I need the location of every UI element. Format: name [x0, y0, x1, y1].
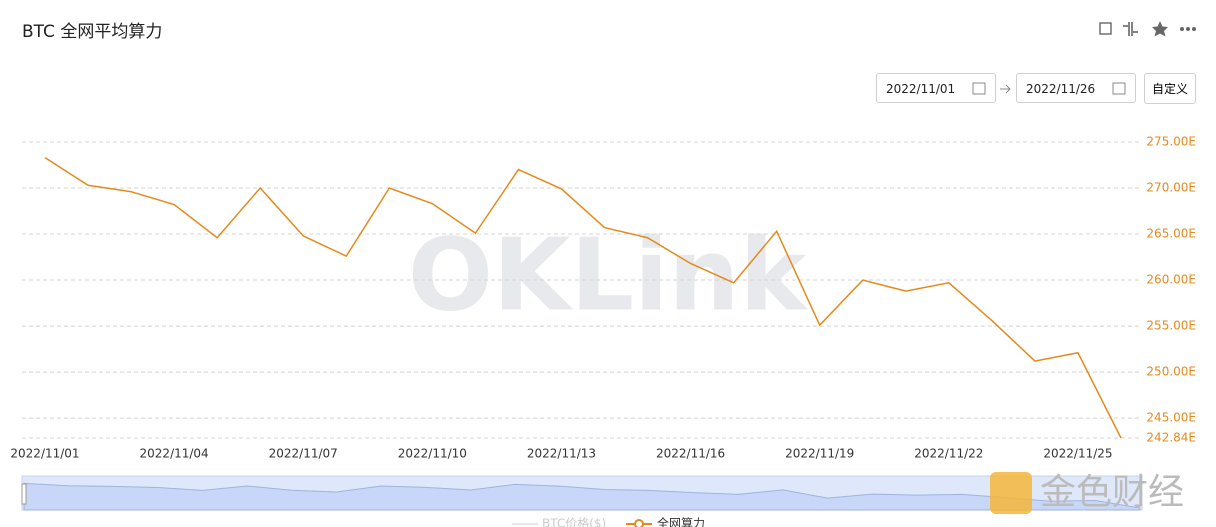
- x-tick-label: 2022/11/07: [269, 447, 338, 461]
- line-series: [44, 157, 1122, 439]
- x-tick-label: 2022/11/25: [1043, 447, 1112, 461]
- arrow-icon: [1000, 84, 1011, 94]
- start-date: 2022/11/01: [886, 82, 956, 96]
- end-date: 2022/11/26: [1026, 82, 1096, 96]
- star-icon[interactable]: [1152, 21, 1168, 37]
- watermark: OKLink: [408, 216, 809, 333]
- brand-name: 金色财经: [1040, 472, 1184, 513]
- share-icon[interactable]: [1099, 22, 1112, 35]
- legend-label[interactable]: 全网算力: [657, 516, 705, 527]
- calendar-icon: [1112, 82, 1126, 95]
- y-tick-label: 242.84E: [1146, 431, 1196, 445]
- y-tick-label: 260.00E: [1146, 273, 1196, 287]
- x-tick-label: 2022/11/13: [527, 447, 596, 461]
- brand-logo: [990, 472, 1032, 514]
- more-icon[interactable]: [1180, 27, 1196, 31]
- x-tick-label: 2022/11/19: [785, 447, 854, 461]
- y-tick-label: 250.00E: [1146, 365, 1196, 379]
- y-tick-label: 270.00E: [1146, 181, 1196, 195]
- y-tick-label: 245.00E: [1146, 411, 1196, 425]
- end-date-input[interactable]: 2022/11/26: [1016, 73, 1136, 103]
- y-tick-label: 275.00E: [1146, 135, 1196, 149]
- calendar-icon: [972, 82, 986, 95]
- custom-button[interactable]: 自定义: [1144, 73, 1196, 104]
- compare-icon[interactable]: [1123, 22, 1138, 36]
- x-tick-label: 2022/11/04: [140, 447, 209, 461]
- page-title: BTC 全网平均算力: [22, 22, 163, 42]
- x-tick-label: 2022/11/16: [656, 447, 725, 461]
- start-date-input[interactable]: 2022/11/01: [876, 73, 996, 103]
- x-tick-label: 2022/11/01: [10, 447, 79, 461]
- legend-marker: [634, 519, 644, 527]
- legend-hidden-label[interactable]: BTC价格($): [542, 516, 606, 527]
- date-icons: [972, 82, 1126, 95]
- zoom-handle[interactable]: [21, 483, 27, 505]
- y-tick-label: 265.00E: [1146, 227, 1196, 241]
- x-tick-label: 2022/11/10: [398, 447, 467, 461]
- x-tick-label: 2022/11/22: [914, 447, 983, 461]
- toolbar-icons: [1099, 21, 1196, 37]
- legend: BTC价格($) 全网算力: [512, 516, 705, 527]
- y-tick-label: 255.00E: [1146, 319, 1196, 333]
